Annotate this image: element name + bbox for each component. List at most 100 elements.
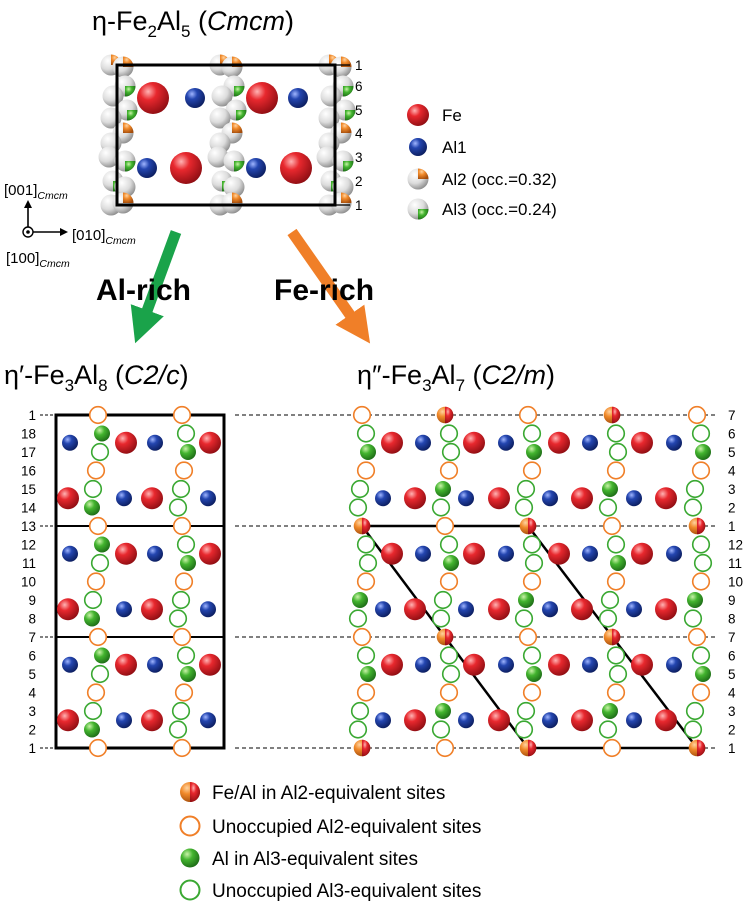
fe-al-half-site	[436, 628, 454, 646]
al2-unoccupied-site	[522, 461, 542, 480]
legend-al1-icon	[409, 138, 427, 156]
legend-al2-label: Al2 (occ.=0.32)	[442, 170, 557, 189]
al1-atom	[626, 490, 642, 507]
al3-occupied-site	[94, 647, 110, 664]
site-key: Fe/Al in Al2-equivalent sites Unoccupied…	[179, 782, 481, 902]
al1-atom	[62, 434, 78, 451]
al3-unoccupied-site	[431, 498, 451, 517]
al1-atom	[185, 88, 205, 108]
al2-unoccupied-site	[691, 683, 711, 702]
al2-unoccupied-site	[86, 572, 106, 591]
fe-atom	[488, 598, 510, 621]
al3-occupied-site	[526, 666, 542, 682]
al2-unoccupied-site	[352, 627, 372, 647]
al2-unoccupied-site	[691, 461, 711, 480]
row-label: 5	[355, 103, 363, 118]
al2-unoccupied-site	[356, 683, 376, 702]
al1-atom	[200, 712, 216, 729]
al3-occupied-site	[352, 592, 368, 608]
al2-unoccupied-site	[86, 461, 106, 480]
al3-unoccupied-site	[350, 479, 370, 499]
al-site	[209, 107, 231, 129]
al3-unoccupied-site	[439, 424, 459, 443]
row-label: 2	[728, 723, 736, 738]
al2-unoccupied-site	[439, 572, 459, 591]
al3-unoccupied-site	[516, 479, 536, 499]
row-label: 3	[728, 482, 736, 497]
al3-unoccupied-site	[600, 590, 620, 610]
axis-z-arrowhead	[24, 200, 32, 208]
fe-atom	[404, 598, 426, 621]
al3-unoccupied-site	[171, 479, 191, 499]
al1-atom	[666, 656, 682, 673]
al1-atom	[458, 490, 474, 507]
al1-atom	[137, 158, 157, 178]
al3-unoccupied-site	[83, 590, 103, 610]
al1-atom	[375, 601, 391, 618]
top-row-labels: 1 6 5 4 3 2 1	[335, 58, 363, 213]
al3-unoccupied-site	[348, 720, 368, 739]
al3-partial-site	[114, 150, 136, 172]
al3-unoccupied-site	[358, 553, 378, 573]
al3-unoccupied-site	[168, 720, 188, 739]
key-open-orange-label: Unoccupied Al2-equivalent sites	[212, 817, 481, 838]
al3-occupied-site	[695, 666, 711, 682]
al3-occupied-site	[435, 481, 451, 497]
al2-unoccupied-site	[174, 572, 194, 591]
al2-unoccupied-site	[172, 405, 192, 425]
al1-atom	[458, 601, 474, 618]
axis-indicator: [001]Cmcm [010]Cmcm [100]Cmcm	[4, 182, 136, 270]
al3-unoccupied-site	[356, 535, 376, 554]
al3-unoccupied-site	[598, 609, 618, 628]
fe-al-half-site	[519, 517, 537, 535]
al2-unoccupied-site	[435, 516, 455, 536]
al1-atom	[626, 712, 642, 729]
al2-unoccupied-site	[88, 627, 108, 647]
row-label: 3	[28, 704, 36, 719]
al2-unoccupied-site	[88, 405, 108, 425]
key-green-label: Al in Al3-equivalent sites	[212, 849, 418, 870]
al3-unoccupied-site	[176, 535, 196, 554]
legend-al3-icon	[407, 198, 429, 220]
al1-atom	[288, 88, 308, 108]
al3-unoccupied-site	[606, 424, 626, 443]
al2-unoccupied-site	[602, 516, 622, 536]
al3-occupied-site	[695, 444, 711, 460]
al3-unoccupied-site	[685, 479, 705, 499]
fe-al-half-site	[353, 517, 371, 535]
al-site	[223, 176, 245, 198]
al3-unoccupied-site	[90, 553, 110, 573]
al3-unoccupied-site	[606, 535, 626, 554]
al3-unoccupied-site	[176, 646, 196, 665]
al3-unoccupied-site	[608, 664, 628, 684]
al3-unoccupied-site	[522, 424, 542, 443]
row-label: 6	[28, 649, 36, 664]
fe-al-half-site	[688, 517, 706, 535]
fe-atom	[571, 709, 593, 732]
fe-atom	[631, 431, 653, 454]
al1-atom	[147, 656, 163, 673]
fe-atom	[463, 653, 485, 676]
al3-unoccupied-site	[693, 553, 713, 573]
fe-rich-arrow	[287, 228, 371, 344]
al3-occupied-site	[180, 444, 196, 460]
fe-al-half-site	[353, 739, 371, 757]
left-unit-cell-box	[54, 413, 226, 750]
fe-atom	[115, 653, 137, 676]
al-site	[207, 146, 229, 168]
axis-z-label: [001]Cmcm	[4, 182, 68, 202]
row-label: 5	[728, 667, 736, 682]
legend-fe-label: Fe	[442, 106, 462, 125]
al3-unoccupied-site	[348, 609, 368, 628]
al1-atom	[498, 656, 514, 673]
right-structure-atoms	[348, 405, 713, 758]
legend-al2-icon	[407, 168, 429, 190]
row-label: 1	[28, 741, 36, 756]
al1-atom	[116, 601, 132, 618]
al3-unoccupied-site	[90, 664, 110, 684]
al1-atom	[582, 656, 598, 673]
al1-atom	[62, 656, 78, 673]
al3-unoccupied-site	[522, 535, 542, 554]
al3-unoccupied-site	[441, 442, 461, 462]
al2-unoccupied-site	[606, 683, 626, 702]
